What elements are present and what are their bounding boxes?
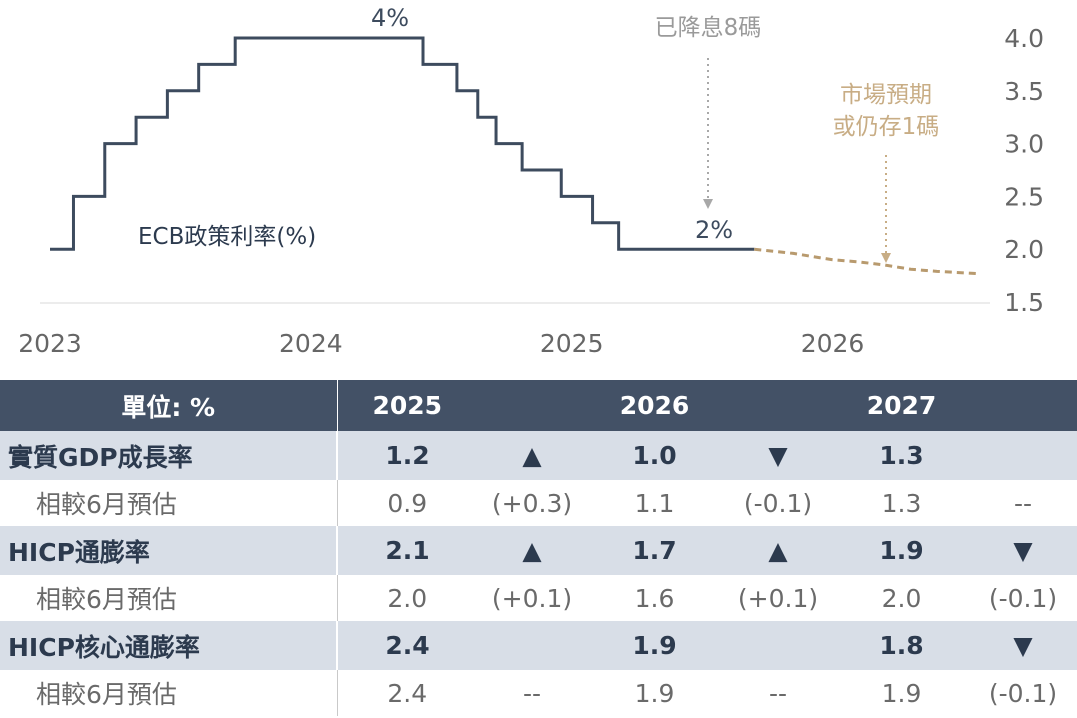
x-tick-label: 2025: [540, 329, 604, 358]
year-2026-header: 2026: [587, 380, 722, 431]
down-triangle-icon: ▼: [722, 431, 834, 480]
down-triangle-icon: ▼: [969, 526, 1077, 575]
value-2025: 0.9: [337, 480, 477, 526]
change-2026: (-0.1): [722, 480, 834, 526]
up-triangle-icon: ▲: [477, 431, 587, 480]
market-note-line2: 或仍存1碼: [833, 114, 940, 140]
row-label: 實質GDP成長率: [0, 431, 338, 480]
x-tick-label: 2026: [801, 329, 865, 358]
up-triangle-icon: ▲: [477, 526, 587, 575]
value-2025: 1.2: [337, 431, 477, 480]
table-header: 單位: % 2025 2026 2027: [0, 380, 1077, 431]
y-tick-labels: 4.0 3.5 3.0 2.5 2.0 1.5: [1004, 24, 1044, 317]
value-2026: 1.1: [587, 480, 722, 526]
value-2027: 2.0: [834, 575, 969, 621]
value-2025: 2.4: [337, 621, 477, 670]
change-2027: [969, 431, 1077, 480]
value-2026: 1.9: [587, 621, 722, 670]
value-2027: 1.3: [834, 431, 969, 480]
peak-label: 4%: [371, 4, 409, 32]
value-2027: 1.8: [834, 621, 969, 670]
change-2025: (+0.1): [477, 575, 587, 621]
y-tick-label: 4.0: [1004, 24, 1044, 53]
current-label: 2%: [695, 216, 733, 244]
ecb-rate-chart: 2023 2024 2025 2026 4.0 3.5 3.0 2.5 2.0 1.5 4% 2…: [18, 4, 1044, 358]
y-tick-label: 1.5: [1004, 288, 1044, 317]
market-expectation-dashed-line: [754, 247, 977, 275]
cut-note-arrowhead: [703, 199, 713, 209]
table-row: HICP通膨率 2.1 ▲ 1.7 ▲ 1.9 ▼: [0, 526, 1077, 575]
x-tick-label: 2023: [18, 329, 82, 358]
value-2026: 1.9: [587, 670, 722, 716]
change-2027: (-0.1): [969, 575, 1077, 621]
up-triangle-icon: ▲: [722, 526, 834, 575]
row-label: 相較6月預估: [0, 480, 338, 526]
change-2026: (+0.1): [722, 575, 834, 621]
value-2027: 1.9: [834, 526, 969, 575]
year-2025-header: 2025: [337, 380, 477, 431]
change-2026: [722, 621, 834, 670]
value-2027: 1.9: [834, 670, 969, 716]
row-label: HICP通膨率: [0, 526, 338, 575]
change-2027: --: [969, 480, 1077, 526]
down-triangle-icon: ▼: [969, 621, 1077, 670]
table-row: 相較6月預估 2.0 (+0.1) 1.6 (+0.1) 2.0 (-0.1): [0, 575, 1077, 621]
value-2025: 2.1: [337, 526, 477, 575]
value-2026: 1.6: [587, 575, 722, 621]
x-tick-label: 2024: [279, 329, 343, 358]
ecb-rate-step-line: [50, 36, 755, 251]
row-label: 相較6月預估: [0, 575, 338, 621]
y-tick-label: 2.5: [1004, 182, 1044, 211]
row-label: HICP核心通膨率: [0, 621, 338, 670]
market-note-line1: 市場預期: [840, 82, 932, 108]
value-2026: 1.0: [587, 431, 722, 480]
change-2025: [477, 621, 587, 670]
change-2025: --: [477, 670, 587, 716]
ecb-forecast-table: 單位: % 2025 2026 2027 實質GDP成長率 1.2 ▲ 1.0 ▼ 1.3…: [0, 380, 1077, 716]
table-row: HICP核心通膨率 2.4 1.9 1.8 ▼: [0, 621, 1077, 670]
series-label: ECB政策利率(%): [138, 224, 316, 250]
x-tick-labels: 2023 2024 2025 2026: [18, 329, 864, 358]
y-tick-label: 3.5: [1004, 77, 1044, 106]
table-row: 相較6月預估 2.4 -- 1.9 -- 1.9 (-0.1): [0, 670, 1077, 716]
table-row: 實質GDP成長率 1.2 ▲ 1.0 ▼ 1.3: [0, 431, 1077, 480]
y-tick-label: 2.0: [1004, 235, 1044, 264]
cut-note: 已降息8碼: [655, 15, 762, 41]
unit-header: 單位: %: [0, 380, 338, 431]
table-row: 相較6月預估 0.9 (+0.3) 1.1 (-0.1) 1.3 --: [0, 480, 1077, 526]
market-note-arrowhead: [881, 253, 891, 263]
value-2027: 1.3: [834, 480, 969, 526]
value-2025: 2.4: [337, 670, 477, 716]
value-2026: 1.7: [587, 526, 722, 575]
value-2025: 2.0: [337, 575, 477, 621]
change-2027: (-0.1): [969, 670, 1077, 716]
change-2025: (+0.3): [477, 480, 587, 526]
year-2027-header: 2027: [834, 380, 969, 431]
y-tick-label: 3.0: [1004, 130, 1044, 159]
row-label: 相較6月預估: [0, 670, 338, 716]
change-2026: --: [722, 670, 834, 716]
